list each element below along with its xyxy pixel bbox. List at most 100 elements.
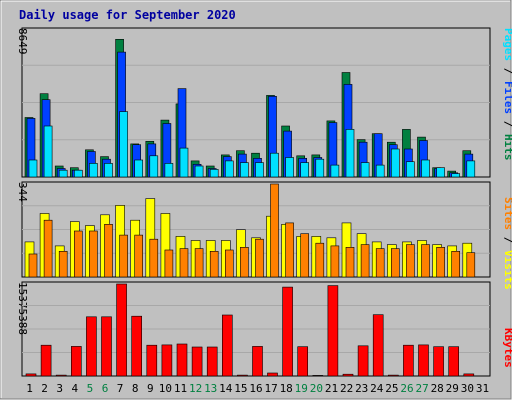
x-tick-label: 30 — [461, 382, 474, 395]
sites-bar — [390, 248, 400, 278]
kbytes-bar — [252, 346, 263, 377]
sites-bar — [466, 252, 476, 278]
sites-bar — [194, 248, 204, 278]
pages-bar — [58, 169, 68, 178]
sites-bar — [89, 230, 98, 278]
kbytes-bar — [131, 315, 142, 377]
kbytes-bar — [418, 344, 429, 377]
pages-bar — [43, 125, 53, 178]
pages-bar — [285, 157, 294, 178]
sites-bar — [360, 244, 370, 278]
pages-bar — [179, 147, 189, 178]
x-tick-label: 26 — [400, 382, 413, 395]
pages-bar — [436, 167, 445, 178]
pages-bar — [28, 159, 38, 178]
x-tick-label: 27 — [415, 382, 428, 395]
kbytes-bar — [463, 373, 475, 377]
legend-visits: Visits — [502, 250, 512, 290]
sites-bar — [345, 247, 355, 278]
pages-bar — [315, 158, 325, 178]
sites-bar — [330, 245, 340, 278]
sites-bar — [270, 183, 279, 278]
kbytes-bar — [101, 316, 112, 377]
sites-bar — [300, 233, 310, 278]
x-tick-label: 28 — [431, 382, 444, 395]
bottom-legend: KBytes — [502, 328, 512, 368]
pages-bar — [421, 159, 430, 178]
top-legend: Pages / Files / Hits — [502, 28, 512, 161]
pages-bar — [134, 159, 143, 178]
pages-bar — [209, 169, 219, 178]
x-tick-label: 25 — [385, 382, 398, 395]
legend-pages: Pages — [502, 28, 512, 61]
pages-bar — [451, 173, 461, 178]
kbytes-bar — [448, 346, 460, 377]
x-tick-label: 24 — [370, 382, 384, 395]
sites-bar — [104, 224, 113, 278]
sites-bar — [240, 247, 249, 278]
kbytes-bar — [176, 343, 188, 377]
kbytes-bar — [403, 344, 414, 377]
pages-bar — [330, 164, 340, 178]
x-tick-label: 22 — [340, 382, 353, 395]
x-tick-label: 23 — [355, 382, 368, 395]
sites-bar — [119, 234, 128, 278]
pages-bar — [345, 129, 355, 178]
x-tick-label: 1 — [26, 382, 33, 395]
kbytes-bar — [342, 373, 354, 377]
x-tick-label: 14 — [219, 382, 233, 395]
pages-bar — [270, 152, 279, 178]
kbytes-bar — [222, 314, 233, 377]
sites-bar — [406, 244, 415, 278]
pages-bar — [89, 163, 98, 178]
pages-bar — [390, 148, 400, 178]
sites-bar — [28, 253, 38, 278]
x-tick-label: 6 — [102, 382, 109, 395]
sites-bar — [421, 244, 430, 278]
x-tick-label: 2 — [41, 382, 48, 395]
pages-bar — [240, 162, 249, 178]
pages-bar — [225, 160, 234, 178]
sites-bar — [315, 242, 325, 278]
sites-bar — [179, 248, 189, 278]
x-tick-label: 4 — [71, 382, 78, 395]
x-tick-label: 20 — [310, 382, 323, 395]
x-tick-label: 29 — [446, 382, 459, 395]
sites-bar — [209, 251, 219, 278]
x-tick-label: 9 — [147, 382, 154, 395]
kbytes-bar — [237, 374, 248, 377]
x-tick-label: 12 — [189, 382, 202, 395]
kbytes-bar — [312, 375, 324, 377]
x-tick-label: 18 — [280, 382, 293, 395]
pages-bar — [74, 169, 83, 178]
x-tick-label: 7 — [117, 382, 124, 395]
middle-legend: Sites / Visits — [502, 197, 512, 290]
pages-bar — [149, 155, 159, 178]
sites-bar — [43, 219, 53, 278]
kbytes-bar — [71, 346, 82, 377]
x-tick-label: 15 — [234, 382, 247, 395]
kbytes-bar — [372, 314, 384, 377]
pages-bar — [104, 163, 113, 178]
pages-bar — [164, 163, 174, 178]
kbytes-bar — [86, 316, 97, 377]
sites-bar — [451, 251, 461, 278]
sites-bar — [225, 249, 234, 278]
x-tick-label: 31 — [476, 382, 489, 395]
kbytes-bar — [191, 346, 203, 377]
x-tick-label: 13 — [204, 382, 217, 395]
x-tick-label: 16 — [249, 382, 262, 395]
pages-bar — [375, 164, 385, 178]
kbytes-bar — [40, 344, 52, 377]
sites-bar — [164, 249, 174, 278]
pages-bar — [194, 165, 204, 178]
x-tick-label: 19 — [295, 382, 308, 395]
sites-bar — [58, 251, 68, 278]
x-tick-label: 3 — [56, 382, 63, 395]
kbytes-bar — [387, 374, 399, 377]
kbytes-bar — [146, 344, 158, 377]
kbytes-bar — [161, 344, 173, 377]
legend-sep-2: / — [502, 121, 512, 128]
